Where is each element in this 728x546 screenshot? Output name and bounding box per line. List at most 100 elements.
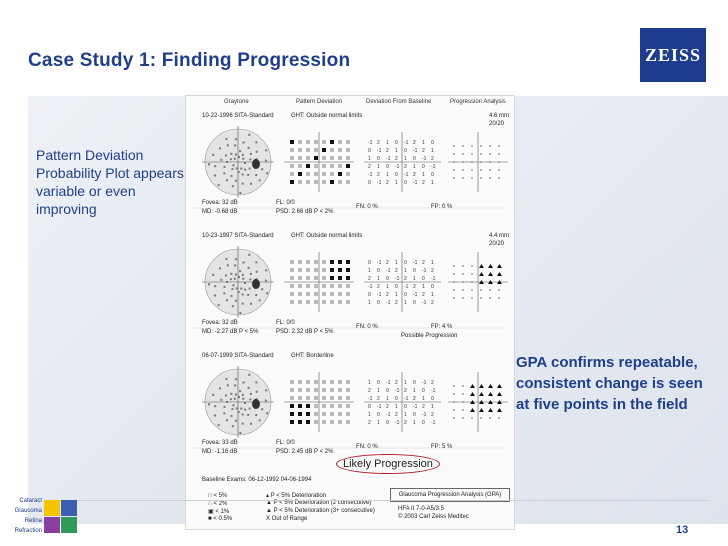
pattern-cell: [330, 180, 334, 184]
progression-dot: [498, 417, 500, 419]
baseline-value: 2: [377, 140, 380, 146]
progression-dot: [471, 417, 473, 419]
graytone-dot: [258, 419, 261, 422]
baseline-value: -1: [422, 300, 427, 306]
pattern-cell: [338, 380, 342, 384]
baseline-value: 0: [422, 388, 425, 394]
baseline-value: -1: [368, 172, 373, 178]
pattern-cell: [346, 276, 350, 280]
pattern-cell: [314, 140, 318, 144]
baseline-value: 1: [431, 404, 434, 410]
page-number: 13: [676, 524, 689, 536]
progression-dot: [480, 177, 482, 179]
pattern-cell: [290, 292, 294, 296]
baseline-value: 0: [422, 164, 425, 170]
pattern-cell: [306, 292, 310, 296]
graytone-dot: [234, 419, 237, 422]
progression-dot: [471, 153, 473, 155]
baseline-value: 2: [422, 148, 425, 154]
baseline-value: 0: [404, 180, 407, 186]
exam2-md: MD: -2.27 dB P < 5%: [202, 329, 259, 335]
copyright-owner: © 2003 Carl Zeiss Meditec: [398, 514, 469, 520]
baseline-value: 0: [413, 268, 416, 274]
graytone-dot: [233, 157, 236, 160]
baseline-value: 0: [395, 284, 398, 290]
graytone-dot: [239, 431, 242, 434]
baseline-value: -1: [395, 276, 400, 282]
pattern-cell: [298, 140, 302, 144]
blind-spot: [252, 279, 260, 289]
baseline-value: 0: [395, 140, 398, 146]
progression-dot: [453, 417, 455, 419]
graytone-dot: [255, 141, 258, 144]
progression-marker: [479, 392, 484, 396]
pattern-cell: [314, 300, 318, 304]
pattern-cell: [346, 156, 350, 160]
baseline-value: -1: [413, 260, 418, 266]
exam3-date: 06-07-1999 SITA-Standard: [202, 353, 274, 359]
pattern-cell: [298, 380, 302, 384]
pattern-cell: [346, 148, 350, 152]
progression-dot: [489, 145, 491, 147]
progression-dot: [471, 145, 473, 147]
pattern-cell: [306, 388, 310, 392]
graytone-dot: [217, 184, 220, 187]
progression-dot: [480, 153, 482, 155]
exam2-fn: FN: 0 %: [356, 324, 378, 330]
graytone-dot: [234, 299, 237, 302]
exam1-fl: FL: 0/0: [276, 200, 295, 206]
emblem-tile-yellow: [44, 500, 60, 516]
legend-item: ■ < 0.5%: [208, 516, 233, 522]
pattern-cell: [346, 404, 350, 408]
graytone-dot: [244, 408, 247, 411]
progression-marker: [497, 272, 502, 276]
pattern-cell: [298, 276, 302, 280]
baseline-value: 0: [368, 180, 371, 186]
graytone-dot: [265, 269, 268, 272]
progression-marker: [488, 280, 493, 284]
pattern-cell: [298, 284, 302, 288]
exam1-md: MD: -0.68 dB: [202, 209, 238, 215]
progression-dot: [462, 145, 464, 147]
baseline-value: 2: [422, 260, 425, 266]
exam2-fovea: Fovea: 32 dB: [202, 320, 238, 326]
baseline-value: -1: [422, 268, 427, 274]
progression-dot: [453, 145, 455, 147]
progression-dot: [471, 273, 473, 275]
pattern-cell: [306, 404, 310, 408]
baseline-value: 0: [413, 156, 416, 162]
baseline-value: 1: [377, 276, 380, 282]
graytone-dot: [208, 163, 211, 166]
baseline-value: 2: [368, 276, 371, 282]
baseline-value: 1: [377, 388, 380, 394]
graytone-dot: [234, 264, 237, 267]
baseline-value: 1: [422, 284, 425, 290]
pattern-cell: [330, 164, 334, 168]
pattern-cell: [330, 284, 334, 288]
graytone-dot: [234, 258, 237, 261]
progression-dot: [480, 169, 482, 171]
pattern-cell: [306, 180, 310, 184]
baseline-value: 2: [368, 420, 371, 426]
graytone-dot: [265, 389, 268, 392]
progression-dot: [453, 161, 455, 163]
baseline-value: 2: [431, 412, 434, 418]
graytone-dot: [241, 413, 244, 416]
baseline-value: -1: [386, 300, 391, 306]
progression-dot: [471, 177, 473, 179]
legend-item: ∴ < 2%: [208, 501, 228, 507]
pattern-cell: [338, 164, 342, 168]
progression-dot: [471, 265, 473, 267]
graytone-dot: [242, 261, 245, 264]
graytone-dot: [225, 299, 228, 302]
baseline-value: 2: [431, 380, 434, 386]
exam3-fn: FN: 0 %: [356, 444, 378, 450]
graytone-dot: [249, 392, 252, 395]
pattern-cell: [298, 420, 302, 424]
baseline-value: 2: [422, 404, 425, 410]
baseline-value: 1: [404, 380, 407, 386]
pattern-cell: [338, 404, 342, 408]
graytone-dot: [250, 302, 252, 305]
pattern-cell: [346, 300, 350, 304]
baseline-value: 2: [413, 284, 416, 290]
